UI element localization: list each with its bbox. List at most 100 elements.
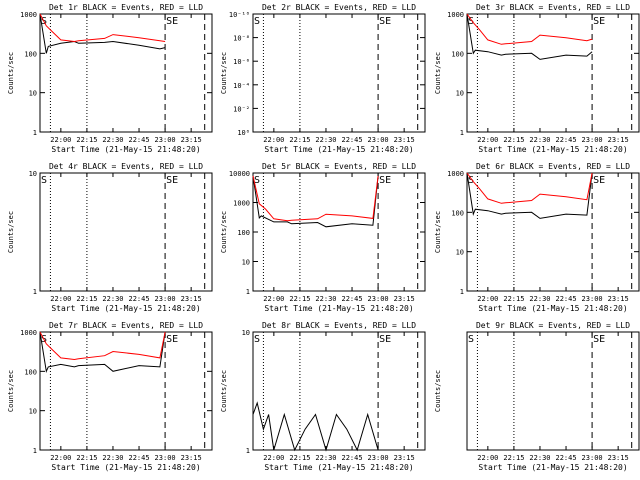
x-tick-label: 22:15: [289, 136, 310, 144]
panel-title: Det 7r BLACK = Events, RED = LLD: [49, 321, 203, 330]
x-tick-label: 22:15: [289, 295, 310, 303]
x-tick-label: 23:15: [181, 295, 202, 303]
series-line: [39, 331, 166, 374]
y-tick-label: 10: [29, 90, 37, 98]
panel-title: Det 6r BLACK = Events, RED = LLD: [476, 162, 630, 171]
panel-title: Det 2r BLACK = Events, RED = LLD: [262, 3, 416, 12]
start-marker: S: [254, 16, 260, 27]
plot-frame: [466, 13, 640, 133]
x-tick-label: 23:00: [155, 295, 176, 303]
x-tick-label: 22:15: [76, 454, 97, 462]
y-axis-label: Counts/sec: [434, 370, 442, 412]
x-axis-label: Start Time (21-May-15 21:48:20): [478, 463, 627, 472]
y-tick-label: 10: [29, 170, 37, 178]
y-tick-label: 100: [24, 368, 37, 376]
y-tick-label: 10: [456, 249, 464, 257]
x-tick-label: 22:15: [503, 454, 524, 462]
y-tick-label: 10⁰: [237, 129, 250, 137]
y-tick-label: 1: [246, 447, 250, 455]
end-marker: SE: [166, 175, 178, 186]
x-axis-label: Start Time (21-May-15 21:48:20): [51, 145, 200, 154]
y-tick-label: 1000: [20, 329, 37, 337]
x-tick-label: 23:00: [582, 295, 603, 303]
x-tick-label: 22:15: [289, 454, 310, 462]
y-tick-label: 100: [237, 229, 250, 237]
series-line: [39, 13, 166, 43]
x-tick-label: 22:45: [555, 454, 576, 462]
y-tick-label: 10⁻⁸: [233, 35, 250, 43]
start-marker: S: [468, 334, 474, 345]
y-axis-label: Counts/sec: [220, 370, 228, 412]
y-tick-label: 1: [33, 447, 37, 455]
series-line: [252, 401, 379, 452]
y-tick-label: 10: [242, 259, 250, 267]
x-tick-label: 22:30: [315, 295, 336, 303]
x-tick-label: 22:30: [315, 454, 336, 462]
x-tick-label: 22:00: [477, 454, 498, 462]
series-line: [466, 13, 593, 60]
y-tick-label: 10⁻⁴: [233, 82, 250, 90]
x-tick-label: 22:30: [315, 136, 336, 144]
plot-frame: [252, 13, 426, 133]
x-tick-label: 22:15: [76, 295, 97, 303]
plot-frame: [252, 172, 426, 292]
y-tick-label: 1: [460, 129, 464, 137]
x-tick-label: 22:45: [555, 295, 576, 303]
y-tick-label: 1000: [20, 11, 37, 19]
x-tick-label: 23:15: [181, 454, 202, 462]
x-axis-label: Start Time (21-May-15 21:48:20): [264, 304, 413, 313]
series-line: [39, 331, 166, 361]
y-tick-label: 10: [242, 329, 250, 337]
x-axis-label: Start Time (21-May-15 21:48:20): [264, 463, 413, 472]
panel-title: Det 1r BLACK = Events, RED = LLD: [49, 3, 203, 12]
y-tick-label: 1000: [447, 11, 464, 19]
x-tick-label: 23:15: [608, 454, 629, 462]
panel-title: Det 4r BLACK = Events, RED = LLD: [49, 162, 203, 171]
y-tick-label: 10⁻⁶: [233, 58, 250, 66]
y-axis-label: Counts/sec: [7, 52, 15, 94]
x-tick-label: 22:15: [76, 136, 97, 144]
x-tick-label: 23:00: [155, 136, 176, 144]
x-tick-label: 22:15: [503, 136, 524, 144]
panel-title: Det 9r BLACK = Events, RED = LLD: [476, 321, 630, 330]
end-marker: SE: [593, 334, 605, 345]
series-line: [466, 13, 593, 45]
series-line: [466, 172, 593, 219]
y-axis-label: Counts/sec: [7, 211, 15, 253]
y-tick-label: 100: [24, 50, 37, 58]
x-tick-label: 23:15: [608, 295, 629, 303]
y-tick-label: 10⁻¹⁰: [229, 11, 250, 19]
start-marker: S: [468, 16, 474, 27]
series-line: [466, 172, 593, 204]
end-marker: SE: [593, 175, 605, 186]
x-axis-label: Start Time (21-May-15 21:48:20): [478, 304, 627, 313]
x-tick-label: 22:30: [529, 295, 550, 303]
end-marker: SE: [379, 334, 391, 345]
y-axis-label: Counts/sec: [434, 211, 442, 253]
y-tick-label: 10000: [229, 170, 250, 178]
y-axis-label: Counts/sec: [7, 370, 15, 412]
y-tick-label: 1: [246, 288, 250, 296]
start-marker: S: [41, 175, 47, 186]
x-tick-label: 22:45: [341, 454, 362, 462]
x-tick-label: 22:00: [263, 136, 284, 144]
series-line: [252, 175, 379, 222]
x-axis-label: Start Time (21-May-15 21:48:20): [51, 304, 200, 313]
x-tick-label: 22:00: [50, 136, 71, 144]
end-marker: SE: [166, 334, 178, 345]
y-tick-label: 1: [460, 288, 464, 296]
end-marker: SE: [593, 16, 605, 27]
x-axis-label: Start Time (21-May-15 21:48:20): [51, 463, 200, 472]
x-tick-label: 23:00: [582, 454, 603, 462]
x-tick-label: 23:15: [394, 295, 415, 303]
start-marker: S: [254, 175, 260, 186]
x-tick-label: 22:30: [529, 454, 550, 462]
y-axis-label: Counts/sec: [434, 52, 442, 94]
plot-frame: [39, 331, 213, 451]
x-tick-label: 22:30: [102, 136, 123, 144]
x-tick-label: 22:45: [555, 136, 576, 144]
x-tick-label: 23:00: [368, 454, 389, 462]
y-axis-label: Counts/sec: [220, 52, 228, 94]
x-tick-label: 23:15: [394, 454, 415, 462]
y-tick-label: 1000: [447, 170, 464, 178]
